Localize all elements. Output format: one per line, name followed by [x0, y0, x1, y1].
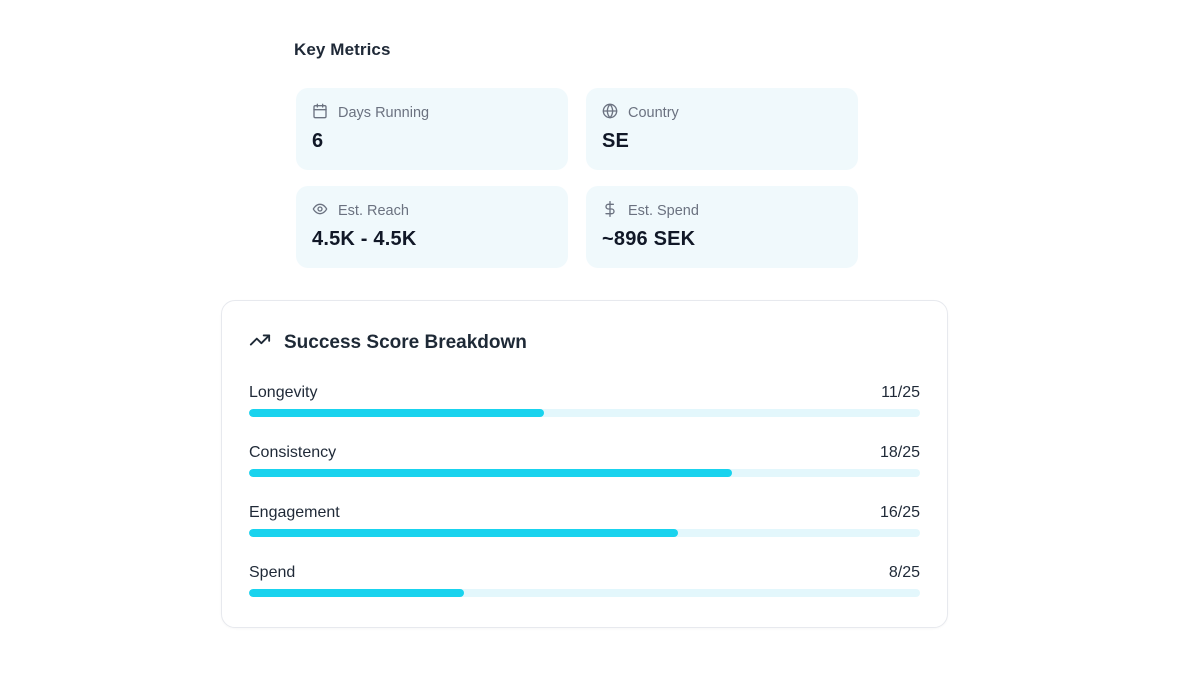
- metric-label: Est. Spend: [628, 203, 699, 219]
- score-label: Spend: [249, 564, 296, 581]
- globe-icon: [602, 103, 618, 123]
- progress-bar-track: [249, 469, 920, 477]
- key-metrics-section: Key Metrics Days Running: [221, 40, 948, 268]
- eye-icon: [312, 201, 328, 221]
- metric-value: SE: [602, 130, 630, 152]
- score-label: Consistency: [249, 444, 337, 461]
- metric-label: Days Running: [338, 105, 430, 121]
- progress-bar-fill: [249, 589, 464, 597]
- score-value: 11/25: [881, 384, 920, 401]
- metrics-grid: Days Running 6 Country: [296, 88, 858, 268]
- trending-up-icon: [249, 329, 271, 357]
- score-row-spend: Spend 8/25: [249, 564, 920, 597]
- score-value: 8/25: [888, 564, 920, 581]
- metric-card-header: Days Running: [312, 103, 552, 123]
- metric-value: 6: [312, 130, 324, 152]
- progress-bar-track: [249, 409, 920, 417]
- breakdown-heading: Success Score Breakdown: [284, 332, 527, 353]
- key-metrics-heading: Key Metrics: [294, 40, 391, 59]
- progress-bar-track: [249, 589, 920, 597]
- progress-bar-fill: [249, 469, 733, 477]
- metric-value: ~896 SEK: [602, 228, 696, 250]
- metric-card-header: Est. Reach: [312, 201, 552, 221]
- success-score-breakdown-card: Success Score Breakdown Longevity 11/25 …: [221, 300, 948, 628]
- score-row-longevity: Longevity 11/25: [249, 384, 920, 417]
- score-value: 16/25: [879, 504, 920, 521]
- metric-card-header: Country: [602, 103, 842, 123]
- main-content: Key Metrics Days Running: [221, 0, 948, 628]
- metric-value: 4.5K - 4.5K: [312, 228, 417, 250]
- score-row-engagement: Engagement 16/25: [249, 504, 920, 537]
- score-row-consistency: Consistency 18/25: [249, 444, 920, 477]
- breakdown-title-row: Success Score Breakdown: [249, 329, 920, 357]
- metric-label: Country: [628, 105, 679, 121]
- score-label: Longevity: [249, 384, 318, 401]
- metric-label: Est. Reach: [338, 203, 409, 219]
- progress-bar-fill: [249, 529, 679, 537]
- metric-card-est-reach: Est. Reach 4.5K - 4.5K: [296, 186, 568, 268]
- metric-card-days-running: Days Running 6: [296, 88, 568, 170]
- calendar-icon: [312, 103, 328, 123]
- progress-bar-track: [249, 529, 920, 537]
- score-value: 18/25: [879, 444, 920, 461]
- dollar-icon: [602, 201, 618, 221]
- metric-card-header: Est. Spend: [602, 201, 842, 221]
- progress-bar-fill: [249, 409, 545, 417]
- score-label: Engagement: [249, 504, 340, 521]
- metric-card-est-spend: Est. Spend ~896 SEK: [586, 186, 858, 268]
- metric-card-country: Country SE: [586, 88, 858, 170]
